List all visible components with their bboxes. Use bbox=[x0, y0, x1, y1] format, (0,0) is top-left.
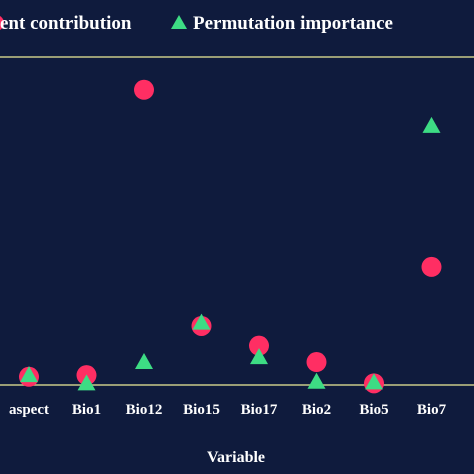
legend-label-percent-contribution: ent contribution bbox=[0, 13, 132, 34]
x-tick-label-bio2: Bio2 bbox=[302, 402, 331, 418]
x-axis-title: Variable bbox=[207, 449, 265, 466]
legend-label-permutation-importance: Permutation importance bbox=[193, 13, 393, 34]
point-permutation-importance-bio1 bbox=[77, 374, 96, 391]
point-permutation-importance-bio7 bbox=[422, 116, 441, 133]
x-tick-labels: aspect Bio1 Bio12 Bio15 Bio17 Bio2 Bio5 Bio7 bbox=[9, 402, 447, 418]
point-permutation-importance-aspect bbox=[20, 366, 38, 383]
legend: ent contribution Permutation importance bbox=[0, 13, 393, 34]
x-tick-label-bio7: Bio7 bbox=[417, 402, 447, 418]
x-tick-label-bio15: Bio15 bbox=[183, 402, 220, 418]
point-percent-contribution-bio12 bbox=[134, 79, 154, 100]
x-tick-label-bio17: Bio17 bbox=[241, 402, 278, 418]
point-percent-contribution-bio17 bbox=[249, 335, 269, 356]
point-permutation-importance-bio12 bbox=[135, 353, 153, 370]
point-permutation-importance-bio2 bbox=[307, 372, 326, 389]
x-tick-label-bio5: Bio5 bbox=[359, 402, 388, 418]
legend-marker-permutation-importance bbox=[171, 15, 187, 29]
point-percent-contribution-bio7 bbox=[421, 256, 442, 277]
data-marks bbox=[19, 79, 442, 394]
point-percent-contribution-bio2 bbox=[306, 352, 327, 373]
x-tick-label-aspect: aspect bbox=[9, 402, 49, 418]
x-tick-label-bio12: Bio12 bbox=[126, 402, 163, 418]
point-permutation-importance-bio15 bbox=[192, 313, 211, 330]
x-tick-label-bio1: Bio1 bbox=[72, 402, 101, 418]
point-permutation-importance-bio17 bbox=[250, 348, 268, 365]
point-permutation-importance-bio5 bbox=[365, 373, 383, 390]
legend-marker-percent-contribution bbox=[0, 16, 4, 30]
